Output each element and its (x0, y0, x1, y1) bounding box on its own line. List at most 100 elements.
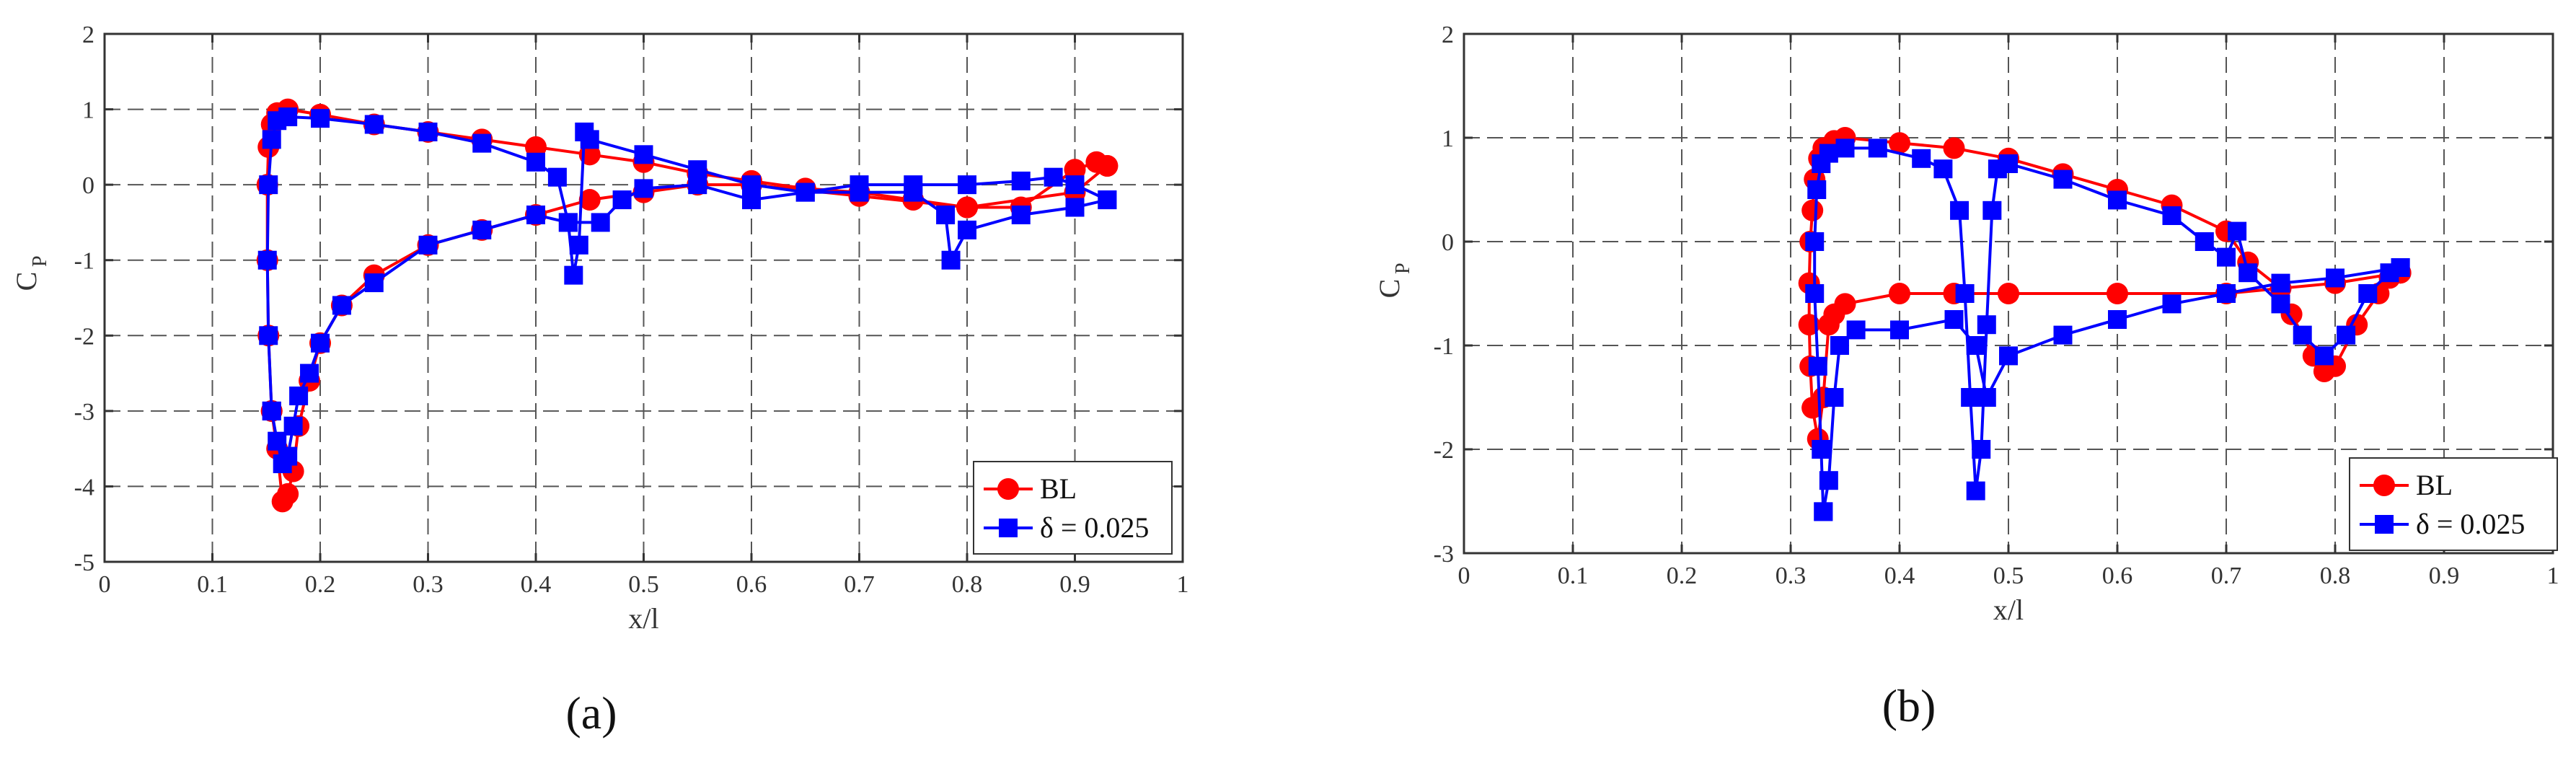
data-point (634, 145, 653, 164)
data-point (2107, 283, 2128, 304)
series-circle (256, 98, 1119, 513)
data-point (259, 326, 278, 345)
data-point (1805, 284, 1825, 303)
data-point (1999, 346, 2018, 366)
data-point (2217, 247, 2236, 267)
legend-label: δ = 0.025 (2416, 508, 2525, 540)
series-square (257, 107, 1117, 474)
legend-marker (999, 519, 1018, 537)
x-tick-label: 0.1 (1558, 563, 1589, 589)
data-point (2293, 325, 2312, 345)
x-tick-label: 1 (1177, 571, 1189, 598)
data-point (2271, 273, 2290, 293)
data-point (1961, 388, 1980, 407)
y-tick-label: -2 (74, 323, 94, 350)
data-point (2337, 325, 2356, 345)
data-point (2271, 294, 2290, 314)
data-point (418, 235, 438, 255)
x-tick-label: 0.8 (2320, 563, 2351, 589)
data-point (1977, 315, 1996, 335)
data-point (850, 175, 869, 195)
x-tick-label: 0.3 (413, 571, 444, 598)
data-point (257, 250, 277, 270)
y-tick-label: -3 (1434, 541, 1454, 568)
data-point (1933, 159, 1953, 179)
data-point (364, 273, 384, 293)
series-line-lower (270, 164, 1108, 506)
legend-marker (2373, 475, 2395, 496)
data-point (578, 189, 601, 211)
x-tick-label: 0.4 (1884, 563, 1915, 589)
data-point (1955, 284, 1975, 303)
data-point (958, 175, 976, 195)
x-tick-label: 0.9 (2429, 563, 2460, 589)
data-point (1812, 440, 1831, 459)
data-point (2238, 263, 2258, 283)
y-tick-label: 2 (1442, 22, 1454, 48)
data-point (1801, 199, 1824, 221)
data-point (311, 333, 330, 353)
series-line-lower (1822, 266, 2401, 512)
x-axis-label: x/l (628, 602, 658, 635)
legend-label: BL (2416, 469, 2453, 501)
x-tick-label: 0.2 (305, 571, 336, 598)
x-tick-label: 0.5 (1993, 563, 2024, 589)
x-tick-label: 0.8 (952, 571, 983, 598)
data-point (795, 182, 815, 202)
data-point (1044, 167, 1063, 187)
data-point (1966, 336, 1985, 355)
data-point (591, 213, 610, 232)
data-point (2358, 284, 2378, 303)
y-axis-label-sub: P (29, 255, 51, 267)
data-point (1943, 137, 1965, 159)
y-tick-label: 0 (82, 172, 94, 199)
legend-box (973, 461, 1173, 555)
x-tick-label: 1 (2547, 563, 2559, 589)
data-point (1835, 138, 1855, 158)
data-point (289, 386, 309, 405)
data-point (1819, 471, 1838, 490)
legend: BL δ = 0.025 (973, 461, 1173, 555)
legend-label: BL (1040, 472, 1077, 505)
data-point (1999, 154, 2018, 173)
x-tick-label: 0.6 (2102, 563, 2133, 589)
data-point (1098, 190, 1117, 210)
data-point (1912, 149, 1931, 168)
data-point (526, 152, 545, 172)
data-point (958, 220, 976, 239)
data-point (1890, 320, 1909, 340)
data-point (1805, 232, 1825, 251)
x-tick-label: 0.2 (1667, 563, 1698, 589)
y-tick-label: -3 (74, 399, 94, 426)
y-tick-label: -1 (74, 248, 94, 275)
data-point (2228, 221, 2247, 241)
chart-a: 0 0.1 0.2 0.3 0.4 0.5 0.6 0.7 0.8 0.9 1 -5 -4 -3 -2 -1 0… (10, 22, 1189, 739)
x-tick-label: 0 (1458, 563, 1470, 589)
data-point (1819, 144, 1838, 163)
data-point (283, 416, 303, 436)
data-point (300, 363, 319, 383)
data-point (904, 175, 923, 195)
data-point (956, 196, 978, 219)
y-axis-label-main: C (10, 272, 43, 291)
data-point (1011, 171, 1031, 190)
data-point (558, 213, 578, 232)
x-tick-label: 0.6 (736, 571, 767, 598)
data-point (2108, 190, 2127, 210)
data-point (1065, 175, 1085, 195)
series-square (1805, 138, 2410, 521)
x-tick-label: 0.7 (2211, 563, 2242, 589)
data-point (1830, 336, 1849, 355)
x-tick-label: 0.3 (1776, 563, 1807, 589)
data-point (2053, 169, 2073, 189)
series-line-upper (1807, 136, 2401, 408)
data-point (1814, 502, 1833, 521)
y-tick-label: 2 (82, 22, 94, 48)
data-point (1950, 200, 1970, 220)
data-point (936, 205, 956, 224)
data-point (2108, 310, 2127, 329)
y-tick-label: 1 (82, 97, 94, 124)
chart-b: 0 0.1 0.2 0.3 0.4 0.5 0.6 0.7 0.8 0.9 1 -3 -2 -1 0 1 2 x/… (1373, 22, 2559, 731)
data-point (525, 136, 547, 158)
